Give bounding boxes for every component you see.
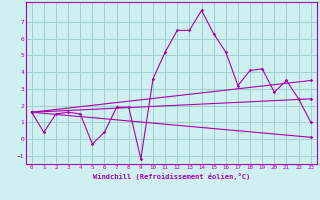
X-axis label: Windchill (Refroidissement éolien,°C): Windchill (Refroidissement éolien,°C) [92, 173, 250, 180]
